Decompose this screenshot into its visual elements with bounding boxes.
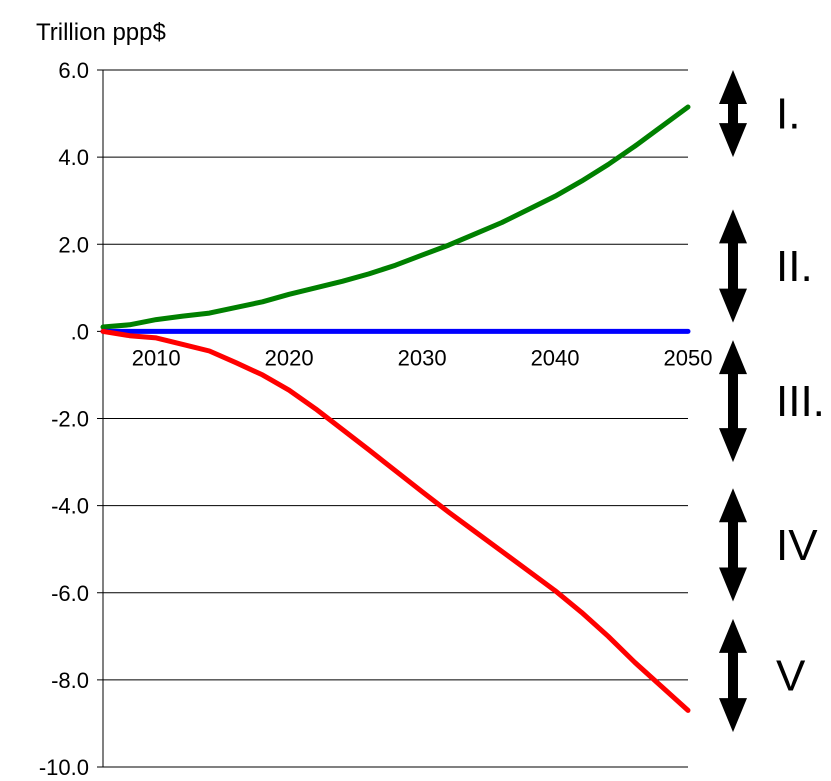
y-axis: 6.0 4.0 2.0 .0 -2.0 -4.0 -6.0 -8.0 -10.0 [39, 58, 104, 780]
y-tick-label: .0 [71, 319, 89, 344]
range-label: V [776, 652, 806, 701]
y-tick-label: -2.0 [51, 407, 89, 432]
y-tick-label: 4.0 [58, 145, 89, 170]
y-tick-label: 6.0 [58, 58, 89, 83]
range-label: III. [776, 377, 825, 426]
y-tick-label: -10.0 [39, 755, 89, 780]
range-arrow-1 [719, 70, 747, 158]
x-axis: 2010 2020 2030 2040 2050 [132, 345, 713, 370]
y-tick-label: -8.0 [51, 668, 89, 693]
range-arrow-2 [719, 209, 747, 323]
series-line-1 [100, 104, 691, 330]
series-lines [100, 104, 691, 713]
x-tick-label: 2030 [398, 345, 447, 370]
range-label: IV [776, 521, 818, 570]
range-arrow-4 [719, 488, 747, 602]
range-arrow-5 [719, 618, 747, 733]
y-axis-title: Trillion ppp$ [36, 19, 166, 46]
y-tick-label: -4.0 [51, 494, 89, 519]
x-tick-label: 2040 [531, 345, 580, 370]
x-tick-label: 2020 [265, 345, 314, 370]
x-tick-label: 2010 [132, 345, 181, 370]
y-tick-label: -6.0 [51, 581, 89, 606]
x-tick-label: 2050 [664, 345, 713, 370]
range-annotations: I. II. III. IV V [719, 70, 825, 733]
range-arrow-3 [719, 340, 747, 463]
range-label: I. [776, 90, 800, 139]
y-tick-label: 2.0 [58, 232, 89, 257]
range-label: II. [776, 242, 813, 291]
gridlines [103, 69, 688, 768]
series-line-3 [100, 328, 691, 713]
